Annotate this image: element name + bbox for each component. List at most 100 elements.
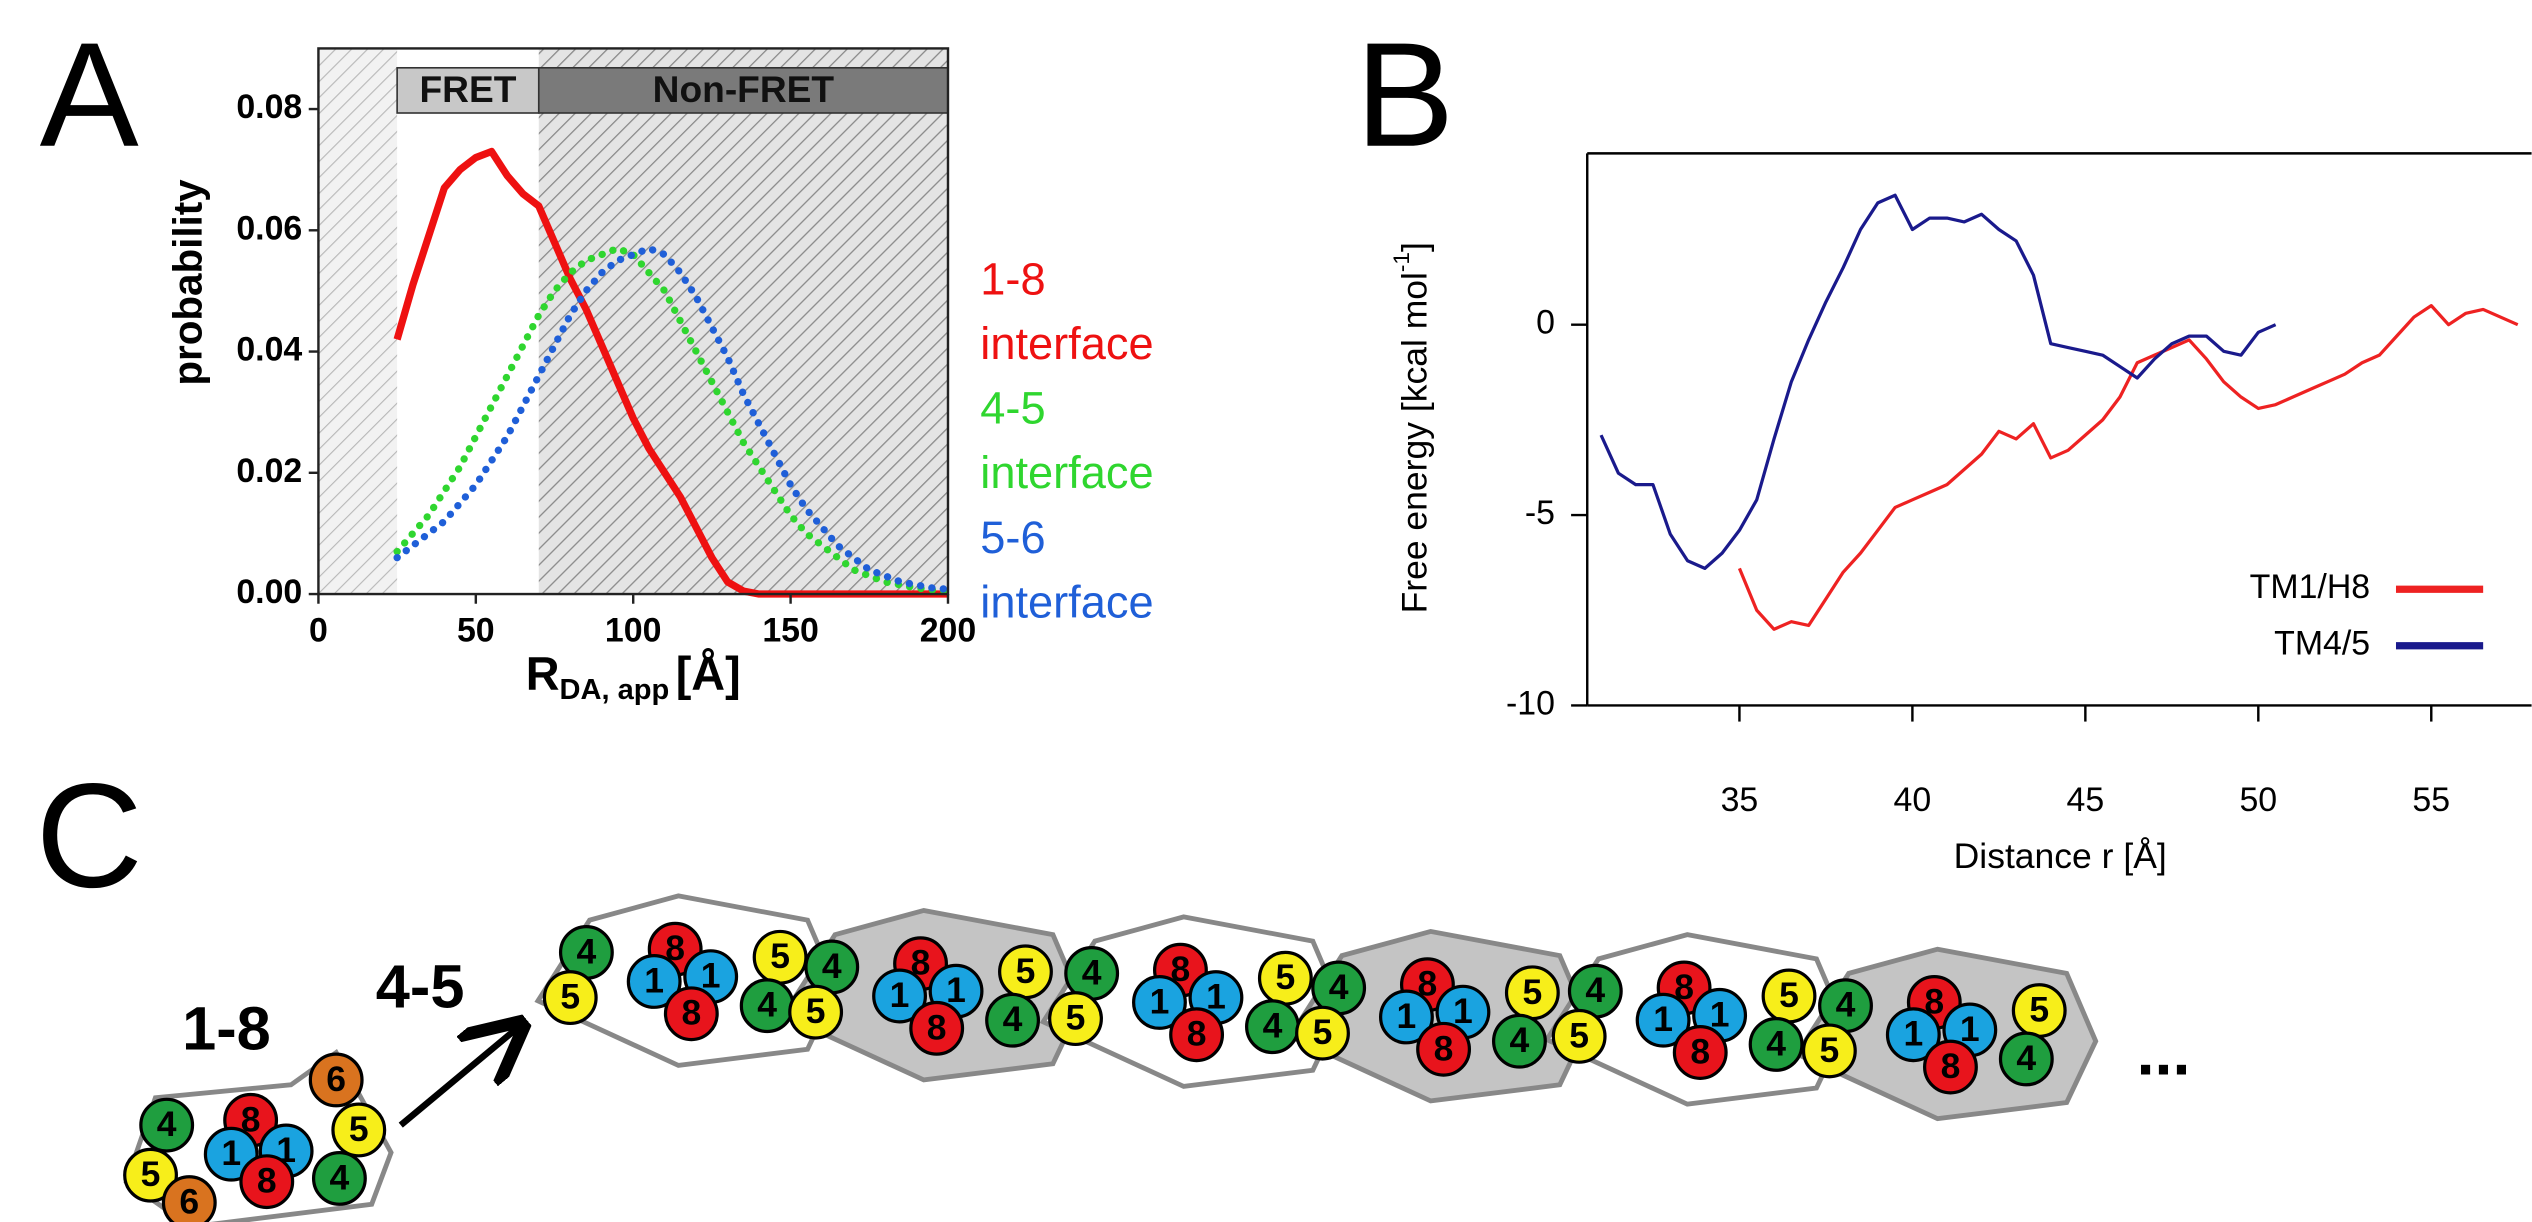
subunit xyxy=(331,1102,387,1158)
subunit xyxy=(239,1154,295,1210)
subunit-label: 5 xyxy=(1016,951,1036,991)
subunit-label: 8 xyxy=(241,1099,261,1139)
subunit-label: 1 xyxy=(1960,1009,1980,1049)
subunit-label: 5 xyxy=(141,1154,161,1194)
subunit xyxy=(1048,991,1103,1047)
arrow xyxy=(398,1028,517,1128)
x-tick-label: 200 xyxy=(920,612,977,650)
subunit-label: 4 xyxy=(1003,999,1023,1039)
subunit-label: 5 xyxy=(1313,1012,1333,1052)
legend-label-line: interface xyxy=(980,576,1153,627)
region-band xyxy=(396,66,540,114)
x-axis-label-main: R xyxy=(526,648,560,700)
subunit-label: 1 xyxy=(890,975,910,1015)
subunit xyxy=(1748,1016,1804,1072)
subunit-label: 5 xyxy=(349,1109,369,1149)
subunit-label: 4 xyxy=(757,985,777,1025)
subunit xyxy=(1635,992,1691,1048)
subunit-label: 5 xyxy=(806,991,826,1031)
region-label: FRET xyxy=(420,68,517,110)
region-label: Non-FRET xyxy=(653,68,835,110)
subunit-label: 5 xyxy=(1522,972,1542,1012)
subunit-label: 4 xyxy=(822,946,842,986)
subunit-label: 1 xyxy=(1653,999,1673,1039)
subunit-label: 8 xyxy=(257,1161,277,1201)
subunit-label: 4 xyxy=(157,1104,177,1144)
series-line xyxy=(1599,193,2277,570)
x-tick-label: 50 xyxy=(457,612,495,650)
subunit xyxy=(909,1000,965,1056)
subunit-label: 4 xyxy=(330,1157,350,1197)
hatched-region xyxy=(538,48,948,595)
subunit-label: 8 xyxy=(1187,1014,1207,1054)
y-tick-label: 0.04 xyxy=(236,331,302,369)
series-line xyxy=(1737,304,2519,631)
subunit-label: 1 xyxy=(221,1133,241,1173)
diagram-label: 4-5 xyxy=(376,951,465,1020)
subunit xyxy=(1378,989,1434,1045)
legend-label-line: interface xyxy=(980,318,1153,369)
subunit-label: 8 xyxy=(1924,981,1944,1021)
x-axis-label-sub: DA, app xyxy=(560,674,670,706)
y-tick-label: 0.00 xyxy=(236,573,302,611)
x-tick-label: 0 xyxy=(309,612,328,650)
subunit xyxy=(1491,1013,1547,1069)
y-axis-label: probability xyxy=(165,179,211,386)
subunit xyxy=(1672,1025,1728,1080)
subunit xyxy=(139,1097,195,1153)
y-tick-label: 0.06 xyxy=(236,209,302,247)
subunit xyxy=(1169,1007,1225,1063)
subunit-label: 1 xyxy=(1397,996,1417,1036)
y-tick-label: 0.02 xyxy=(236,452,302,490)
legend-label-line: interface xyxy=(980,447,1153,498)
subunit-label: 5 xyxy=(1779,975,1799,1015)
legend-label: 5-6 interface xyxy=(980,512,1153,628)
legend-label: 4-5 interface xyxy=(980,383,1153,499)
x-axis-label: RDA, app [Å] xyxy=(526,648,741,705)
x-tick-label: 50 xyxy=(2239,781,2277,819)
y-tick-label: -5 xyxy=(1525,494,1555,532)
subunit-label: 8 xyxy=(1434,1028,1454,1068)
subunit-label: 8 xyxy=(1418,964,1438,1004)
plot-frame xyxy=(317,47,950,596)
subunit-label: 8 xyxy=(1941,1046,1961,1086)
legend-label: 1-8 interface xyxy=(980,253,1153,369)
subunit xyxy=(1885,1007,1941,1063)
x-tick-label: 35 xyxy=(1721,781,1759,819)
subunit-label: 4 xyxy=(1329,967,1349,1007)
subunit xyxy=(311,1150,367,1206)
subunit-label: 1 xyxy=(1903,1014,1923,1054)
subunit-label: 8 xyxy=(911,943,931,983)
subunit xyxy=(663,986,719,1042)
subunit-label: 6 xyxy=(179,1182,199,1222)
subunit-label: 1 xyxy=(1710,994,1730,1034)
subunit-label: 5 xyxy=(2029,990,2049,1030)
subunit xyxy=(1132,975,1187,1030)
subunit-label: 5 xyxy=(1569,1015,1589,1055)
subunit-label: 8 xyxy=(681,993,701,1033)
subunit-label: 1 xyxy=(644,960,664,1000)
x-axis-label: Distance r [Å] xyxy=(1954,836,2167,876)
subunit-label: 4 xyxy=(1766,1023,1786,1063)
x-tick-label: 45 xyxy=(2067,781,2105,819)
series-line xyxy=(393,244,952,593)
x-axis-label-unit: [Å] xyxy=(676,648,741,700)
legend-label-line: 1-8 xyxy=(980,253,1045,304)
subunit xyxy=(626,954,682,1009)
x-tick-label: 55 xyxy=(2412,781,2450,819)
legend-label-line: 5-6 xyxy=(980,512,1045,563)
subunit-label: 5 xyxy=(1820,1030,1840,1070)
x-tick-label: 40 xyxy=(1894,781,1932,819)
subunit-label: 5 xyxy=(560,977,580,1017)
legend-label-line: 4-5 xyxy=(980,383,1045,434)
subunit-label: 8 xyxy=(1171,949,1191,989)
subunit xyxy=(1416,1021,1472,1077)
diagram-label: 1-8 xyxy=(182,993,271,1062)
subunit-label: 8 xyxy=(1674,967,1694,1007)
subunit-label: 1 xyxy=(701,956,721,996)
subunit xyxy=(985,992,1041,1048)
x-tick-label: 150 xyxy=(762,612,819,650)
subunit-label: 1 xyxy=(1206,977,1226,1017)
